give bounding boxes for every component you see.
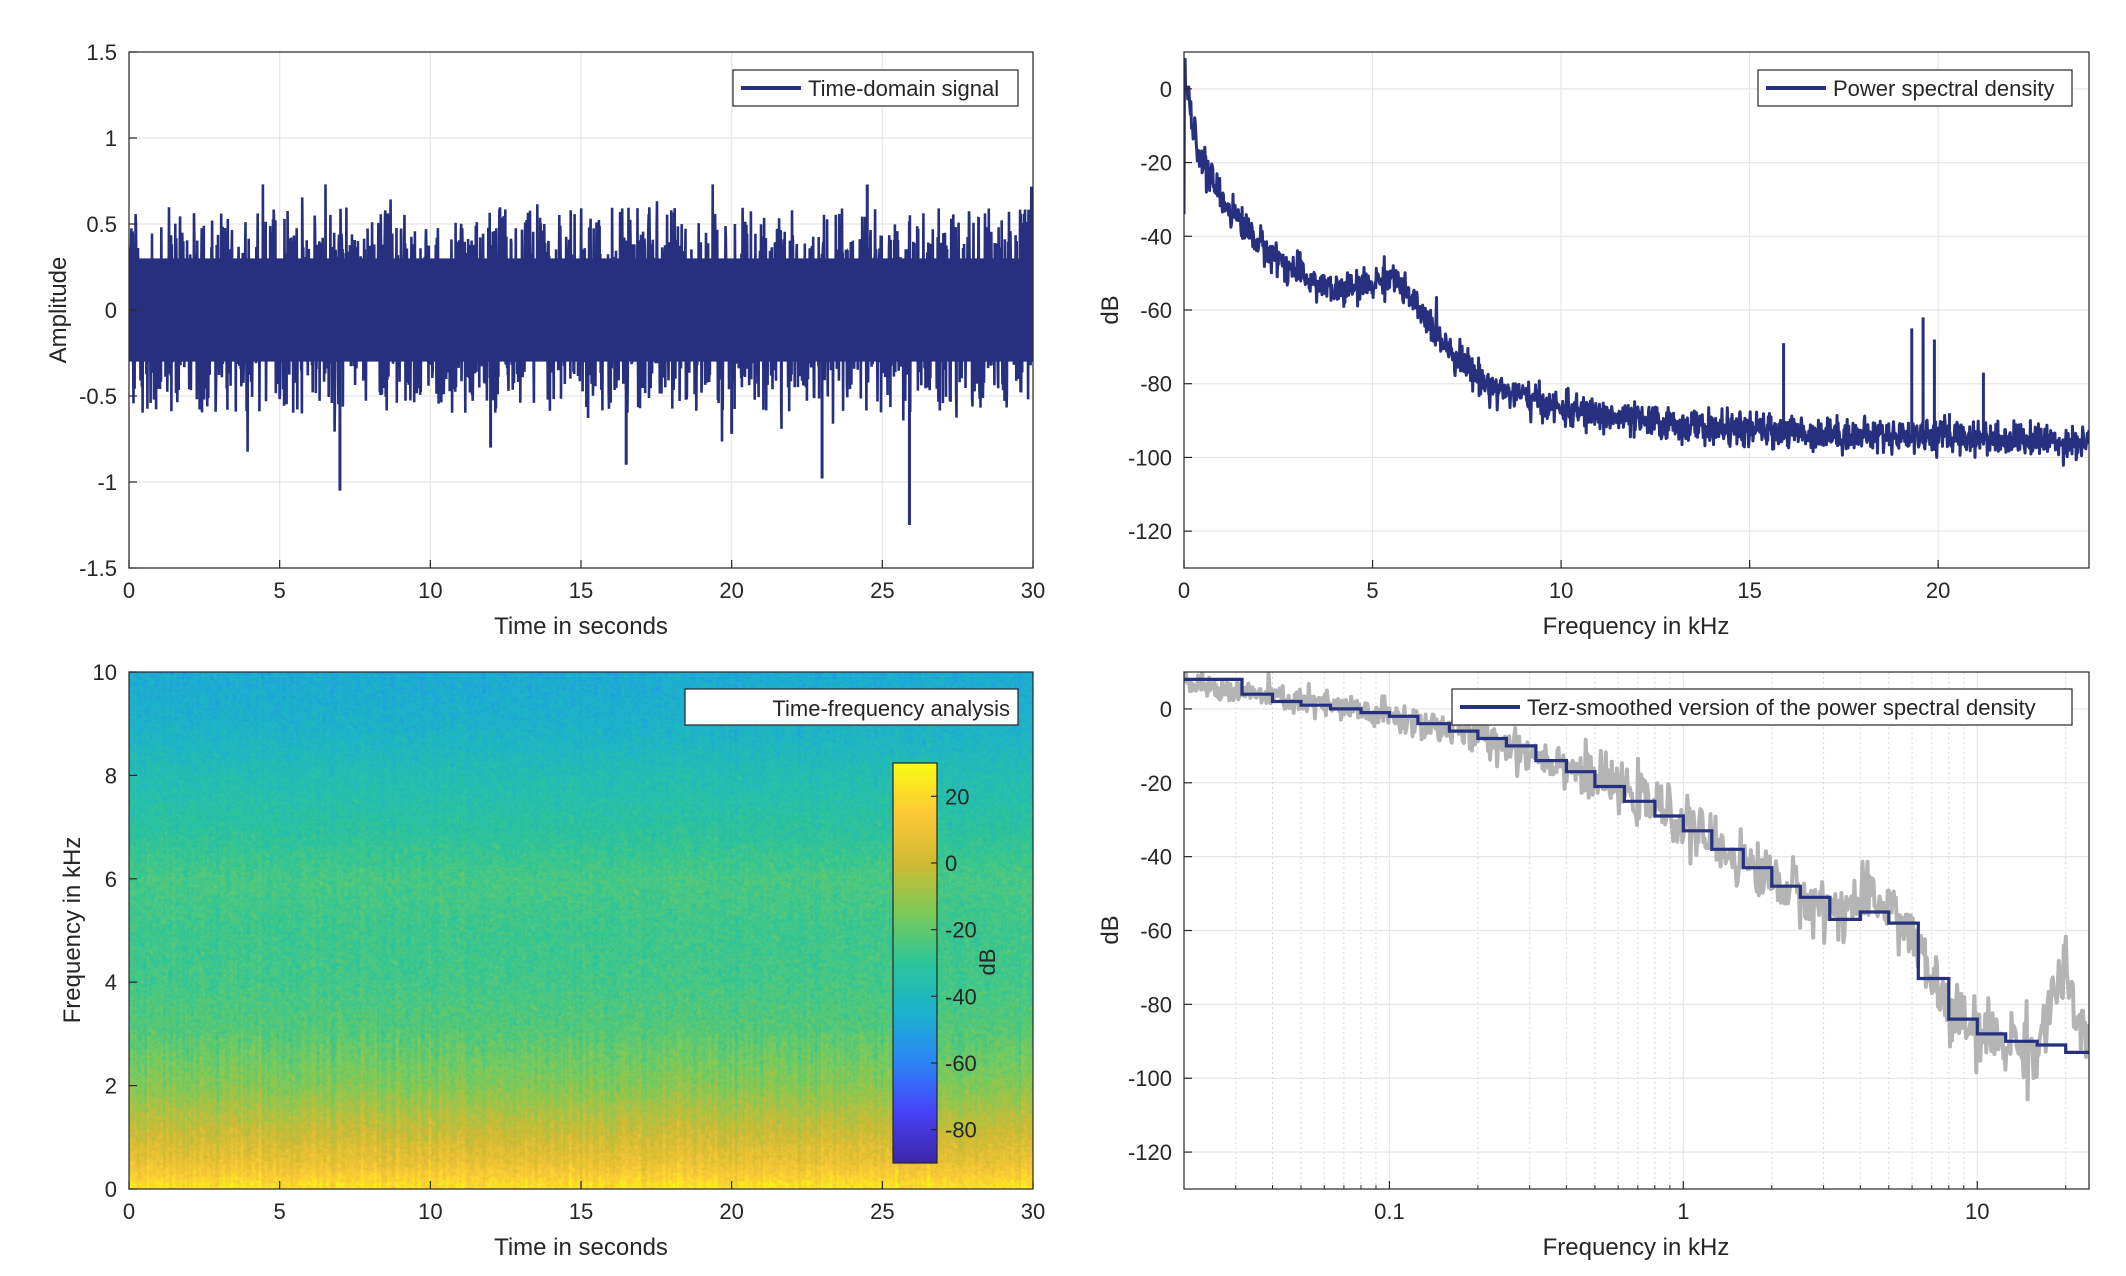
y-axis-label: Amplitude [45, 257, 72, 364]
raw-psd-line [1184, 672, 2089, 1102]
psd-series [1184, 57, 2089, 467]
colorbar-tick-label: -60 [945, 1051, 977, 1076]
y-tick-label: 1.5 [86, 40, 117, 65]
y-tick-label: 0 [1160, 697, 1172, 722]
y-tick-label: 1 [105, 126, 117, 151]
x-tick-label: 5 [274, 1199, 286, 1224]
terz-chart: 0.1 1 10 -120 -100 -80 -60 -40 -20 0 Frequency in… [1097, 671, 2090, 1261]
x-tick-label: 0.1 [1374, 1199, 1405, 1224]
y-tick-label: -100 [1128, 1066, 1172, 1091]
x-tick-label: 25 [870, 578, 894, 603]
y-tick-label: -0.5 [79, 384, 117, 409]
x-axis-label: Frequency in kHz [1543, 613, 1730, 640]
x-axis-label: Time in seconds [494, 613, 668, 640]
y-tick-label: -20 [1140, 771, 1172, 796]
x-tick-label: 10 [418, 578, 442, 603]
colorbar-ticks: -80 -60 -40 -20 0 20 [931, 784, 977, 1143]
y-tick-label: -40 [1140, 224, 1172, 249]
y-axis-label: dB [1097, 295, 1124, 324]
y-tick-label: -100 [1128, 445, 1172, 470]
y-tick-label: 0 [105, 298, 117, 323]
legend-box [1451, 688, 2073, 726]
y-tick-label: -120 [1128, 519, 1172, 544]
terz-series [1184, 672, 2089, 1102]
y-tick-label: -60 [1140, 919, 1172, 944]
colorbar-tick-label: 0 [945, 851, 957, 876]
x-tick-label: 20 [719, 578, 743, 603]
x-tick-label: 15 [1737, 578, 1761, 603]
colorbar-gradient [893, 763, 937, 1163]
colorbar-label: dB [975, 949, 1000, 976]
legend: Time-domain signal [732, 69, 1019, 107]
tick-labels: 0.1 1 10 -120 -100 -80 -60 -40 -20 0 [1128, 697, 2067, 1224]
time-domain-chart: 0 5 10 15 20 25 30 -1.5 -1 -0.5 0 0.5 1 1.5 Time in s… [45, 40, 1045, 640]
spectrogram-image [129, 672, 1033, 1189]
x-tick-label: 20 [719, 1199, 743, 1224]
y-tick-label: 0 [105, 1177, 117, 1202]
x-tick-label: 0 [123, 1199, 135, 1224]
y-tick-label: -1.5 [79, 556, 117, 581]
signal-series [129, 184, 1033, 525]
x-tick-label: 10 [1965, 1199, 1989, 1224]
y-tick-label: 10 [93, 660, 117, 685]
y-tick-label: 0.5 [86, 212, 117, 237]
x-tick-label: 5 [274, 578, 286, 603]
x-tick-label: 25 [870, 1199, 894, 1224]
y-tick-label: -1 [97, 470, 117, 495]
colorbar-box [892, 762, 938, 1164]
spectrogram-chart: 0 5 10 15 20 25 30 0 2 4 6 8 10 Time in seconds Freq… [59, 660, 1045, 1261]
psd-line [1184, 57, 2089, 467]
y-tick-label: 4 [105, 970, 117, 995]
terz-smoothed-line [1184, 677, 2089, 1054]
x-tick-label: 0 [123, 578, 135, 603]
tick-labels: 0 5 10 15 20 25 30 -1.5 -1 -0.5 0 0.5 1 1.5 [79, 40, 1045, 603]
tick-labels: 0 5 10 15 20 -120 -100 -80 -60 -40 -20 0 [1128, 77, 1950, 603]
psd-chart: 0 5 10 15 20 -120 -100 -80 -60 -40 -20 0 Frequency … [1097, 51, 2090, 640]
y-tick-label: -80 [1140, 372, 1172, 397]
y-tick-label: -40 [1140, 845, 1172, 870]
x-tick-label: 10 [1549, 578, 1573, 603]
legend-entry: Power spectral density [1833, 76, 2054, 101]
x-axis-label: Frequency in kHz [1543, 1234, 1730, 1261]
x-tick-label: 1 [1677, 1199, 1689, 1224]
y-tick-label: -60 [1140, 298, 1172, 323]
signal-line [129, 184, 1033, 452]
y-tick-label: 0 [1160, 77, 1172, 102]
legend-entry: Time-frequency analysis [772, 696, 1010, 721]
x-tick-label: 15 [569, 1199, 593, 1224]
legend-box [684, 688, 1019, 726]
axes-box [1183, 671, 2090, 1190]
y-tick-label: 6 [105, 867, 117, 892]
colorbar-tick-label: -80 [945, 1118, 977, 1143]
colorbar-tick-label: -40 [945, 984, 977, 1009]
y-axis-label: dB [1097, 915, 1124, 944]
axes-box [128, 671, 1034, 1190]
x-tick-label: 30 [1021, 578, 1045, 603]
colorbar-tick-label: -20 [945, 918, 977, 943]
legend: Terz-smoothed version of the power spect… [1451, 688, 2073, 726]
legend-entry: Time-domain signal [808, 76, 999, 101]
tick-labels: 0 5 10 15 20 25 30 0 2 4 6 8 10 [93, 660, 1046, 1224]
colorbar-tick-label: 20 [945, 784, 969, 809]
x-tick-label: 10 [418, 1199, 442, 1224]
y-tick-label: -120 [1128, 1140, 1172, 1165]
x-tick-label: 15 [569, 578, 593, 603]
x-tick-label: 5 [1366, 578, 1378, 603]
legend-entry: Terz-smoothed version of the power spect… [1527, 695, 2036, 720]
legend: Power spectral density [1757, 69, 2073, 107]
x-axis-label: Time in seconds [494, 1234, 668, 1261]
y-tick-label: 8 [105, 763, 117, 788]
legend: Time-frequency analysis [684, 688, 1019, 726]
y-tick-label: -20 [1140, 151, 1172, 176]
axes-box [128, 51, 1034, 569]
axes-box [1183, 51, 2090, 569]
x-tick-label: 20 [1926, 578, 1950, 603]
y-axis-label: Frequency in kHz [59, 837, 86, 1024]
y-tick-label: -80 [1140, 992, 1172, 1017]
y-tick-label: 2 [105, 1074, 117, 1099]
x-tick-label: 0 [1178, 578, 1190, 603]
x-tick-label: 30 [1021, 1199, 1045, 1224]
colorbar: -80 -60 -40 -20 0 20 dB [892, 762, 1000, 1164]
